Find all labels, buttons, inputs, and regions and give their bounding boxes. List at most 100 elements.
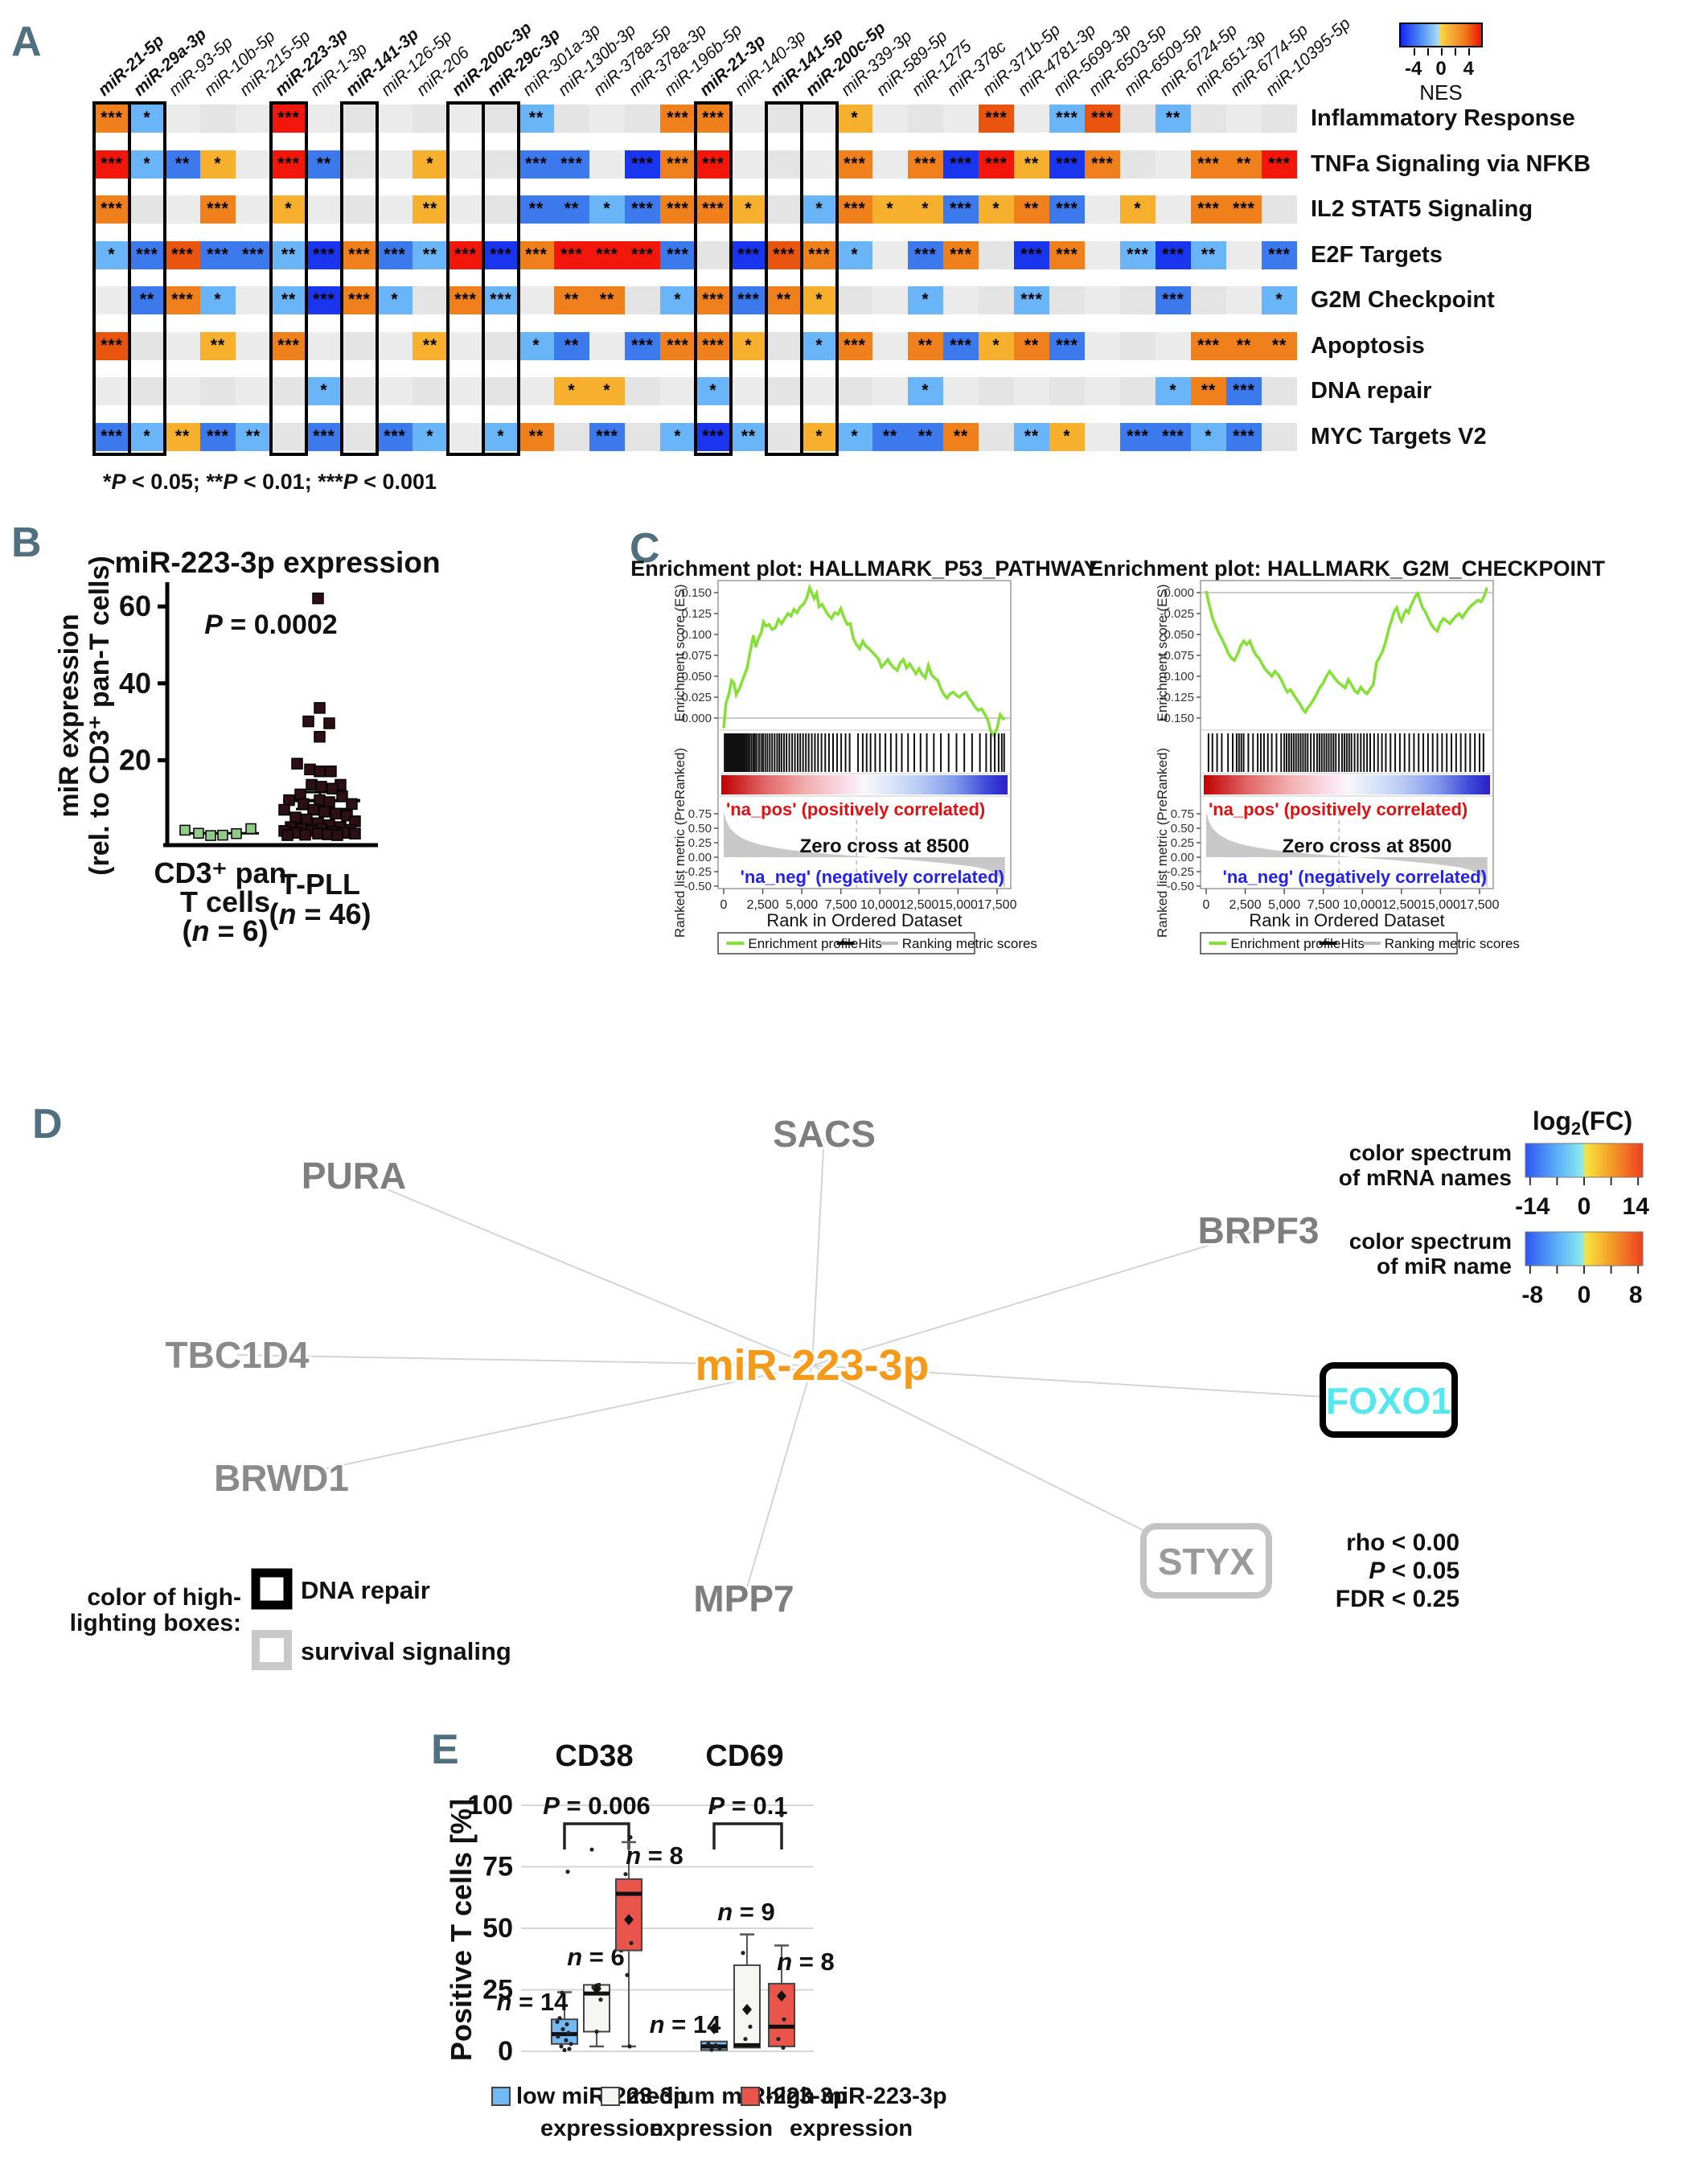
fc-tick-label: 0 xyxy=(1578,1193,1591,1220)
heatmap-cell xyxy=(94,377,129,405)
heatmap-cell: * xyxy=(660,286,696,314)
fc-tick-label: -8 xyxy=(1521,1282,1543,1308)
legend-item-label: Enrichment profile xyxy=(748,936,858,951)
es-axis-label: Enrichment score (ES) xyxy=(672,585,688,722)
heatmap-cell: *** xyxy=(979,150,1014,179)
heatmap-cell: ** xyxy=(554,195,589,224)
heatmap-cell xyxy=(448,422,483,451)
x-tick-label: 12,500 xyxy=(1381,898,1421,912)
boxplot-point xyxy=(566,2030,571,2035)
heatmap-cell xyxy=(342,422,377,451)
heatmap-cell: *** xyxy=(377,422,413,451)
heatmap-cell: ** xyxy=(908,331,943,360)
heatmap-cell: * xyxy=(483,422,519,451)
nes-tick-label: 0 xyxy=(1435,58,1447,80)
heatmap-cell: ** xyxy=(271,286,306,314)
heatmap-cell xyxy=(342,105,377,133)
legend-item-label: Hits xyxy=(859,936,882,951)
x-tick-label: 17,500 xyxy=(978,898,1017,912)
legend-label: expression xyxy=(650,2116,773,2141)
data-point-tpll xyxy=(312,827,324,840)
heatmap-cell xyxy=(413,286,448,314)
metric-tick-label: -0.25 xyxy=(684,865,712,879)
rank-color-band xyxy=(721,775,1008,794)
fc-legend-label: of mRNA names xyxy=(1339,1165,1512,1190)
panel-d-letter: D xyxy=(32,1101,64,1147)
heatmap-cell: *** xyxy=(731,286,766,314)
y-tick-label: 40 xyxy=(119,667,151,700)
network-edge xyxy=(811,1133,825,1366)
heatmap-cell xyxy=(1049,286,1085,314)
heatmap-cell: *** xyxy=(271,105,306,133)
heatmap-cell xyxy=(306,105,342,133)
network-edge xyxy=(236,1354,813,1366)
boxplot-point xyxy=(560,1990,564,1995)
heatmap-cell: ** xyxy=(306,150,342,179)
heatmap-cell xyxy=(483,331,519,360)
heatmap-cell: ** xyxy=(165,150,200,179)
heatmap-cell: *** xyxy=(271,331,306,360)
heatmap-cell: *** xyxy=(165,240,200,269)
heatmap-cell: *** xyxy=(908,150,943,179)
es-tick-label: -0.100 xyxy=(1160,670,1194,684)
x-tick-label: 7,500 xyxy=(825,898,857,912)
heatmap-cell xyxy=(129,377,165,405)
metric-tick-label: 0.25 xyxy=(688,836,712,850)
heatmap-cell: ** xyxy=(1226,150,1262,179)
highlight-box xyxy=(800,101,839,456)
heatmap-cell xyxy=(554,105,589,133)
heatmap-cell: *** xyxy=(1049,195,1085,224)
heatmap-cell: *** xyxy=(1156,422,1191,451)
fc-colorbar xyxy=(1525,1143,1644,1178)
heatmap-cell xyxy=(766,377,802,405)
boxplot-point xyxy=(555,2019,560,2024)
boxplot-point xyxy=(560,2026,565,2032)
heatmap-cell: *** xyxy=(802,240,837,269)
n-label: n = 14 xyxy=(650,2010,722,2038)
heatmap-cell: *** xyxy=(236,240,271,269)
heatmap-cell xyxy=(1191,286,1226,314)
heatmap-cell: * xyxy=(1191,422,1226,451)
heatmap-cell: *** xyxy=(660,240,696,269)
gray-box-label: survival signaling xyxy=(301,1637,511,1665)
heatmap-cell: ** xyxy=(1156,105,1191,133)
heatmap-cell: * xyxy=(1262,286,1297,314)
heatmap-cell xyxy=(1120,331,1156,360)
y-tick-label: 20 xyxy=(119,743,151,776)
heatmap-cell: *** xyxy=(625,240,660,269)
boxplot-point xyxy=(562,2047,567,2053)
significance-bracket xyxy=(563,1822,630,1849)
x-tick-label: 15,000 xyxy=(938,898,978,912)
heatmap-cell xyxy=(979,286,1014,314)
heatmap-cell xyxy=(165,377,200,405)
x-axis-label: Rank in Ordered Dataset xyxy=(1249,910,1444,930)
heatmap-cell: * xyxy=(1120,195,1156,224)
heatmap-cell xyxy=(342,377,377,405)
y-tick-label: 0 xyxy=(498,2036,513,2067)
fc-legend-label: of miR name xyxy=(1377,1254,1512,1279)
heatmap-cell xyxy=(766,331,802,360)
heatmap-cell xyxy=(1226,286,1262,314)
legend-item-label: Hits xyxy=(1341,936,1365,951)
enrichment-curve xyxy=(722,583,1006,739)
heatmap-cell: *** xyxy=(448,286,483,314)
heatmap-cell: * xyxy=(837,240,872,269)
heatmap-cell: *** xyxy=(377,240,413,269)
es-tick-label: -0.150 xyxy=(1160,712,1194,725)
highlight-box xyxy=(482,101,520,456)
nes-tick-label: 4 xyxy=(1463,58,1474,80)
heatmap-cell xyxy=(377,195,413,224)
heatmap-cell: *** xyxy=(589,422,625,451)
x-tick-label: 12,500 xyxy=(899,898,938,912)
heatmap-cell: * xyxy=(696,377,731,405)
heatmap-cell: * xyxy=(837,422,872,451)
heatmap-cell xyxy=(377,377,413,405)
x-tick-label: 2,500 xyxy=(747,898,779,912)
group-title: CD38 xyxy=(555,1739,633,1773)
legend-label: medium miR-223-3p xyxy=(626,2083,848,2109)
heatmap-cell: *** xyxy=(94,150,129,179)
heatmap-cell: * xyxy=(413,422,448,451)
nes-tick xyxy=(1441,48,1443,55)
heatmap-cell xyxy=(554,422,589,451)
data-point-tpll xyxy=(331,829,343,841)
